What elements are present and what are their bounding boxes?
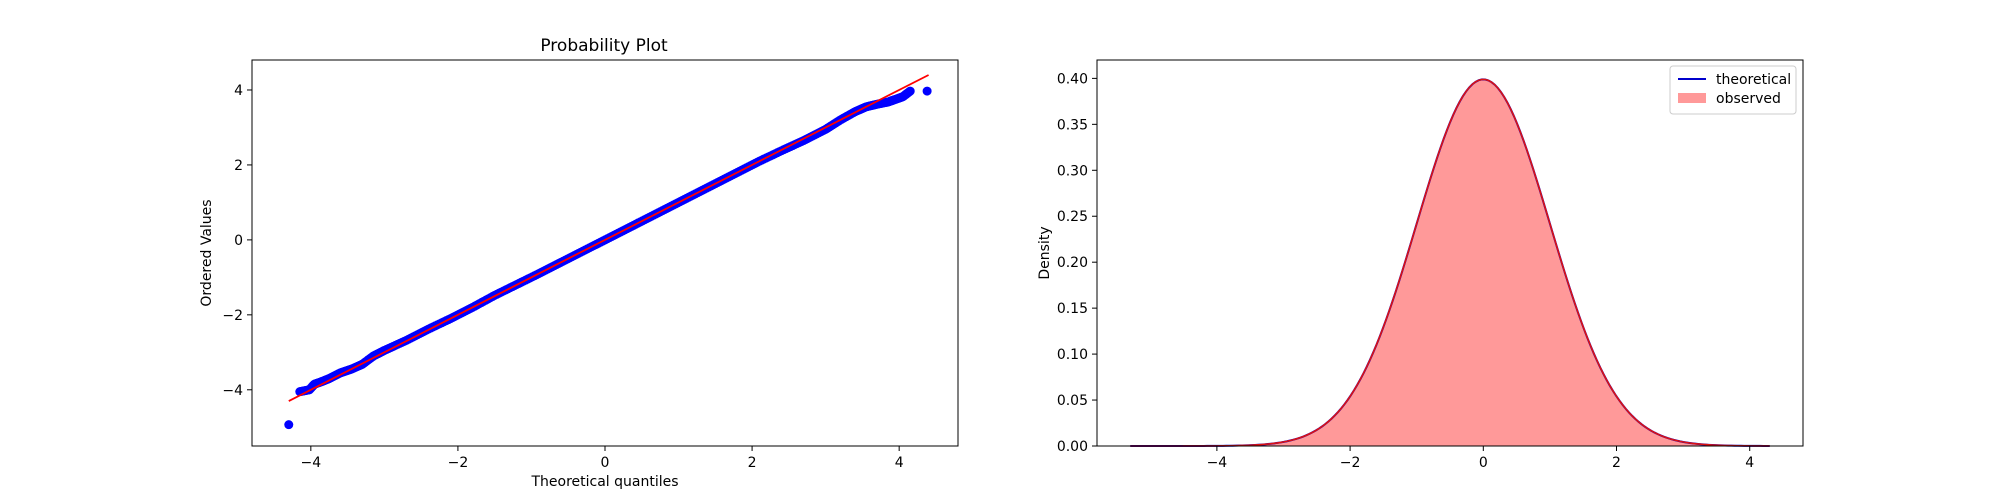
x-tick-label: −4 [301, 455, 322, 471]
x-tick-label: 4 [895, 455, 904, 471]
density-plot-frame [1096, 59, 1804, 447]
y-tick-label: 0.40 [1057, 71, 1088, 87]
qq-point [883, 97, 893, 107]
y-tick-label: 0.05 [1057, 393, 1088, 409]
density-plot-x-ticks: −4 −2 0 2 4 [1207, 446, 1754, 471]
x-tick-label: 0 [601, 455, 610, 471]
legend-observed-swatch [1678, 93, 1706, 103]
fit-line [288, 74, 929, 402]
y-tick-label: 0.00 [1057, 439, 1088, 455]
y-tick-label: 0 [234, 233, 243, 249]
probability-plot-y-label: Ordered Values [199, 199, 215, 306]
qq-point [905, 86, 915, 96]
observed-area [1130, 79, 1770, 447]
x-tick-label: −2 [1340, 455, 1361, 471]
legend-theoretical-label: theoretical [1716, 72, 1791, 88]
x-tick-label: 2 [748, 455, 757, 471]
density-plot-y-label: Density [1037, 226, 1053, 279]
probability-plot-x-label: Theoretical quantiles [530, 474, 678, 490]
probability-plot: Probability Plot −4 −2 0 2 4 −4 −2 0 2 4 Theoret… [199, 36, 959, 490]
y-tick-label: 0.15 [1057, 301, 1088, 317]
legend: theoretical observed [1669, 65, 1797, 115]
probability-plot-y-ticks: −4 −2 0 2 4 [222, 83, 252, 399]
probability-plot-marks [284, 74, 932, 430]
qq-point [890, 94, 900, 104]
legend-observed-label: observed [1716, 91, 1781, 107]
y-tick-label: 0.10 [1057, 347, 1088, 363]
density-plot-marks [1130, 78, 1770, 447]
x-tick-label: 0 [1479, 455, 1488, 471]
x-tick-label: 4 [1745, 455, 1754, 471]
y-tick-label: 0.20 [1057, 255, 1088, 271]
y-tick-label: 0.30 [1057, 163, 1088, 179]
probability-plot-x-ticks: −4 −2 0 2 4 [301, 446, 904, 471]
density-plot-y-ticks: 0.00 0.05 0.10 0.15 0.20 0.25 0.30 0.35 0.40 [1057, 71, 1097, 455]
qq-point [898, 92, 908, 102]
y-tick-label: 4 [234, 83, 243, 99]
y-tick-label: 0.25 [1057, 209, 1088, 225]
x-tick-label: 2 [1612, 455, 1621, 471]
y-tick-label: 0.35 [1057, 117, 1088, 133]
y-tick-label: −2 [222, 308, 243, 324]
qq-point [284, 420, 294, 430]
probability-plot-title: Probability Plot [540, 36, 668, 56]
y-tick-label: 2 [234, 158, 243, 174]
x-tick-label: −4 [1207, 455, 1228, 471]
qq-point [922, 86, 932, 96]
density-plot: −4 −2 0 2 4 0.00 0.05 0.10 0.15 0.20 0.25 0.30 0.35… [1037, 59, 1804, 471]
x-tick-label: −2 [448, 455, 469, 471]
y-tick-label: −4 [222, 383, 243, 399]
